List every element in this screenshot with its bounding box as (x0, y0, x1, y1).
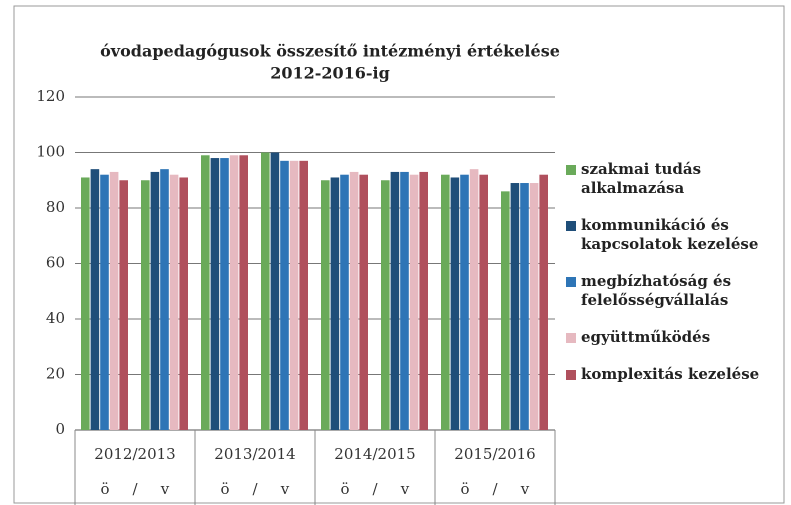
bar (469, 169, 479, 430)
legend-swatch (566, 277, 576, 287)
bar (210, 158, 220, 431)
bar (539, 174, 548, 430)
bar (169, 174, 179, 430)
bar (119, 180, 128, 430)
category-separator: / (252, 480, 258, 498)
bar (520, 183, 529, 430)
legend-item: együttműködés (566, 328, 786, 347)
bar (419, 171, 428, 431)
legend-swatch (566, 221, 576, 231)
bar (349, 171, 359, 431)
y-tick-label: 120 (36, 87, 65, 105)
bar (460, 174, 469, 430)
bar (261, 152, 270, 430)
x-tick-label: v (280, 480, 290, 498)
x-tick-label: ö (340, 480, 349, 498)
bar (90, 169, 100, 430)
legend-label: kommunikáció és kapcsolatok kezelése (581, 216, 759, 253)
legend-label: szakmai tudás alkalmazása (581, 160, 702, 197)
bar (150, 171, 160, 431)
bar (201, 155, 210, 430)
bar (109, 171, 119, 431)
bar (100, 174, 109, 430)
chart-frame (13, 5, 785, 504)
category-separator: / (372, 480, 378, 498)
bar (330, 177, 340, 430)
bar (510, 183, 520, 430)
legend-item: kommunikáció és kapcsolatok kezelése (566, 216, 786, 254)
bar (409, 174, 419, 430)
legend-swatch (566, 333, 576, 343)
bar (381, 180, 390, 430)
group-label: 2014/2015 (334, 445, 415, 463)
bar (141, 180, 150, 430)
bar (179, 177, 188, 430)
bar (390, 171, 400, 431)
bar (81, 177, 90, 430)
bar (299, 160, 308, 430)
legend-label: együttműködés (581, 328, 711, 346)
bar (280, 160, 289, 430)
legend-swatch (566, 370, 576, 380)
group-label: 2012/2013 (94, 445, 175, 463)
x-tick-label: v (400, 480, 410, 498)
bar (529, 183, 539, 430)
legend: szakmai tudás alkalmazása kommunikáció és… (566, 160, 786, 402)
legend-swatch (566, 165, 576, 175)
x-tick-label: v (520, 480, 530, 498)
bar (220, 158, 229, 431)
y-tick-label: 20 (46, 365, 65, 383)
legend-label: komplexitás kezelése (581, 365, 760, 383)
bar (270, 152, 280, 430)
chart-title: óvodapedagógusok összesítő intézményi ér… (100, 42, 560, 61)
x-tick-label: v (160, 480, 170, 498)
bar (340, 174, 349, 430)
y-tick-label: 60 (46, 254, 65, 272)
category-separator: / (492, 480, 498, 498)
bar (160, 169, 169, 430)
y-tick-label: 0 (55, 420, 65, 438)
y-tick-label: 100 (36, 143, 65, 161)
bar (239, 155, 248, 430)
bar (479, 174, 488, 430)
bar (400, 171, 409, 431)
chart-title: 2012-2016-ig (270, 64, 390, 83)
y-tick-label: 40 (46, 309, 65, 327)
group-label: 2013/2014 (214, 445, 295, 463)
bar (501, 191, 510, 430)
bar (229, 155, 239, 430)
y-tick-label: 80 (46, 198, 65, 216)
bar (450, 177, 460, 430)
legend-label: megbízhatóság és felelősségvállalás (581, 272, 732, 309)
bar (359, 174, 368, 430)
x-tick-label: ö (100, 480, 109, 498)
legend-item: megbízhatóság és felelősségvállalás (566, 272, 786, 310)
x-tick-label: ö (220, 480, 229, 498)
group-label: 2015/2016 (454, 445, 535, 463)
legend-item: komplexitás kezelése (566, 365, 786, 384)
category-separator: / (132, 480, 138, 498)
bar (321, 180, 330, 430)
x-tick-label: ö (460, 480, 469, 498)
legend-item: szakmai tudás alkalmazása (566, 160, 786, 198)
bar (289, 160, 299, 430)
bar (441, 174, 450, 430)
